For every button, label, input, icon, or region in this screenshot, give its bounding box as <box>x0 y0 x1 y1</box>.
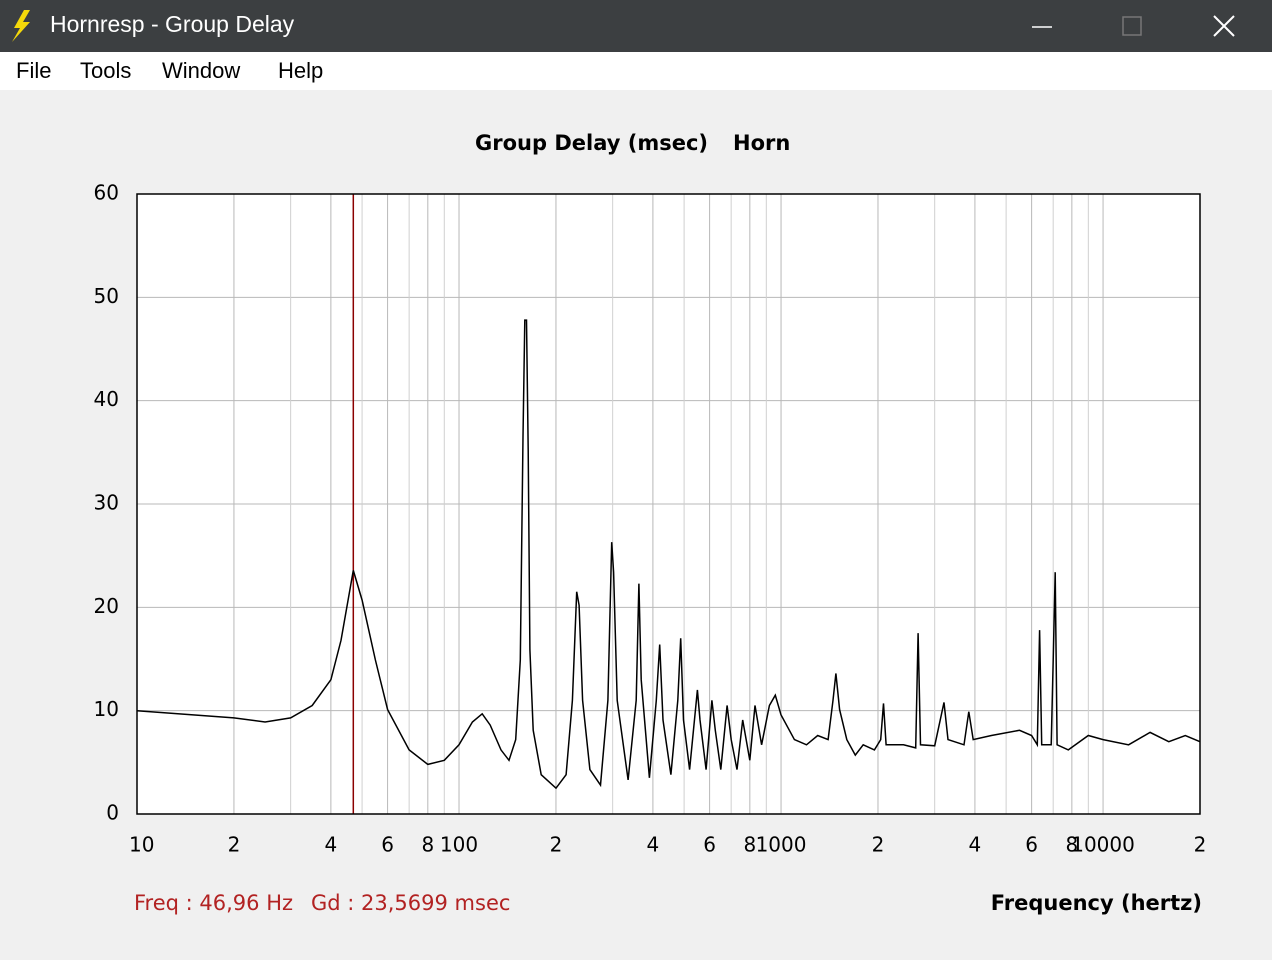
window-title: Hornresp - Group Delay <box>50 11 295 37</box>
x-tick-label: 2 <box>228 833 241 857</box>
menu-item[interactable]: File <box>16 58 51 83</box>
readout-gd: Gd : 23,5699 msec <box>311 891 510 915</box>
y-tick-label: 0 <box>106 801 119 825</box>
readout-freq: Freq : 46,96 Hz <box>134 891 293 915</box>
x-tick-label: 4 <box>647 833 660 857</box>
menu-item[interactable]: Help <box>278 58 323 83</box>
series-line <box>136 319 1201 790</box>
app-icon <box>12 10 30 42</box>
x-tick-label: 8 <box>1065 833 1078 857</box>
x-axis-label: Frequency (hertz) <box>991 891 1202 915</box>
menu-bar <box>0 52 1272 90</box>
x-tick-label: 8 <box>421 833 434 857</box>
y-tick-label: 20 <box>94 594 119 618</box>
close-button[interactable] <box>1213 15 1235 37</box>
x-tick-label: 100 <box>440 833 478 857</box>
y-tick-label: 10 <box>94 697 119 721</box>
menu-item[interactable]: Tools <box>80 58 131 83</box>
menu-item[interactable]: Window <box>162 58 240 83</box>
x-tick-label: 2 <box>1194 833 1207 857</box>
title-bar <box>0 0 1272 52</box>
y-tick-label: 40 <box>94 387 119 411</box>
series-name: Horn <box>733 131 790 155</box>
x-tick-label: 4 <box>969 833 982 857</box>
x-tick-label: 1000 <box>756 833 807 857</box>
plot-frame <box>136 193 1201 815</box>
y-tick-label: 60 <box>94 181 119 205</box>
maximize-button[interactable] <box>1122 16 1142 36</box>
x-tick-label: 6 <box>381 833 394 857</box>
x-tick-label: 8 <box>743 833 756 857</box>
x-tick-label: 2 <box>872 833 885 857</box>
x-tick-label: 6 <box>703 833 716 857</box>
x-tick-label: 2 <box>550 833 563 857</box>
x-tick-label: 10000 <box>1071 833 1135 857</box>
y-tick-label: 50 <box>94 284 119 308</box>
y-tick-label: 30 <box>94 491 119 515</box>
x-tick-label: 6 <box>1025 833 1038 857</box>
chart-title: Group Delay (msec) <box>475 131 708 155</box>
x-tick-label: 4 <box>325 833 338 857</box>
x-tick-label: 10 <box>129 833 154 857</box>
